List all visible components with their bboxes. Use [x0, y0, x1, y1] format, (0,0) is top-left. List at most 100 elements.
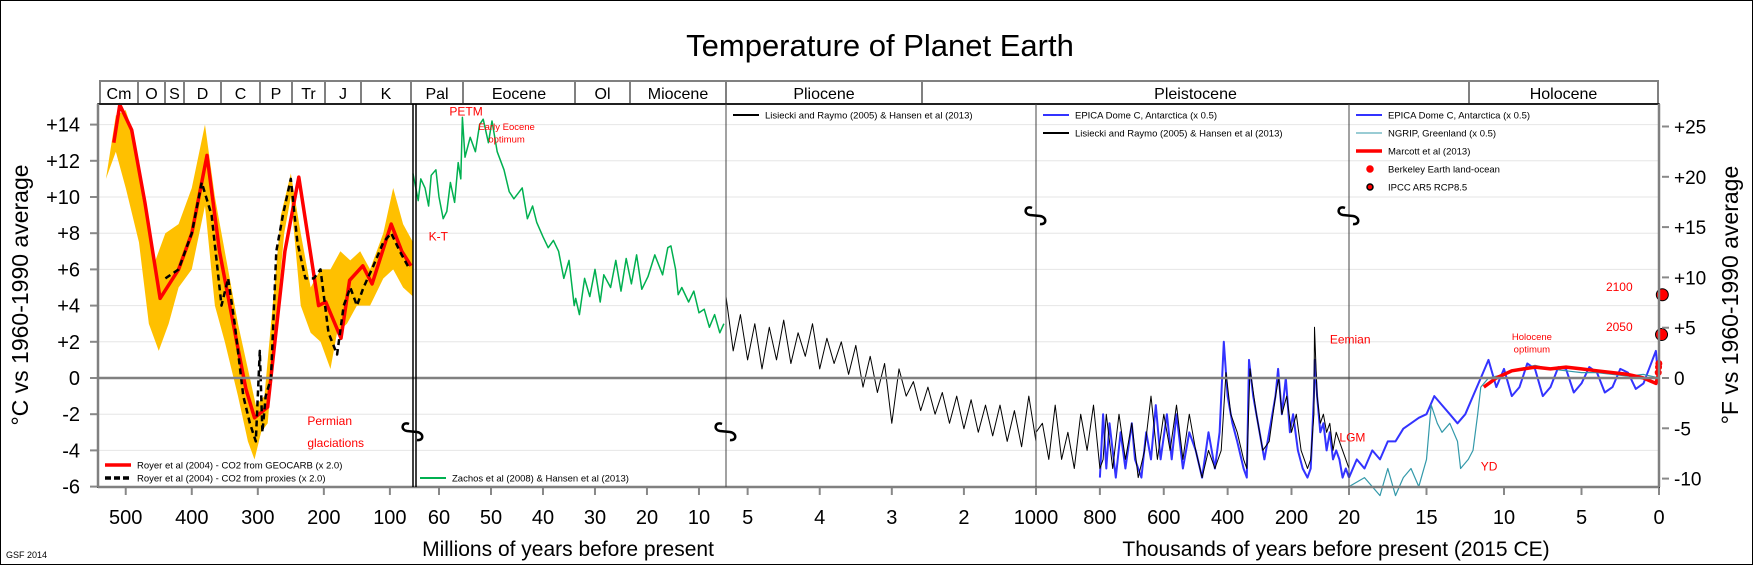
y-tick-label-right: -5 [1674, 419, 1691, 440]
period-label: C [235, 86, 247, 103]
annotation-label: LGM [1339, 430, 1365, 444]
legend-label: IPCC AR5 RCP8.5 [1388, 183, 1467, 194]
y-tick-label-left: -6 [62, 477, 80, 499]
series-line [1098, 340, 1350, 479]
y-tick-label-left: +2 [57, 332, 80, 354]
legend-label: Berkeley Earth land-ocean [1388, 165, 1500, 176]
y-tick-label-right: 0 [1674, 369, 1685, 390]
period-label: K [381, 86, 392, 103]
y-tick-label-left: -4 [62, 440, 80, 462]
y-tick-label-left: +8 [57, 223, 80, 245]
y-tick-label-left: 0 [69, 368, 80, 390]
period-label: Holocene [1530, 86, 1598, 103]
y-tick-label-left: -2 [62, 404, 80, 426]
x-tick-label: 20 [1338, 507, 1360, 529]
x-tick-label: 30 [584, 507, 606, 529]
series-line [112, 102, 413, 420]
period-label: Pal [425, 86, 448, 103]
series-line [1348, 349, 1660, 478]
x-tick-label: 600 [1147, 507, 1180, 529]
legend-label: Lisiecki and Raymo (2005) & Hansen et al… [765, 111, 973, 122]
panel-4 [1035, 326, 1350, 479]
y-tick-label-left: +10 [46, 187, 80, 209]
y-tick-label-right: -10 [1674, 470, 1701, 491]
x-tick-label: 800 [1083, 507, 1116, 529]
annotation-label: PETM [449, 105, 482, 119]
period-label: Cm [107, 86, 132, 103]
period-label: Miocene [648, 86, 709, 103]
period-label: Eocene [492, 86, 546, 103]
x-tick-label: 300 [241, 507, 274, 529]
legend-label: Royer et al (2004) - CO2 from proxies (x… [137, 474, 325, 485]
period-label: Pliocene [793, 86, 854, 103]
legend-item: IPCC AR5 RCP8.5 [1366, 183, 1467, 194]
x-tick-label: 0 [1653, 507, 1664, 529]
y-tick-label-left: +6 [57, 259, 80, 281]
y-tick-label-right: +25 [1674, 118, 1706, 139]
legend-label: Lisiecki and Raymo (2005) & Hansen et al… [1075, 129, 1283, 140]
period-label: O [145, 86, 157, 103]
y-tick-label-right: +5 [1674, 319, 1696, 340]
series-line [412, 116, 725, 334]
panel-1 [105, 102, 413, 460]
chart-title: Temperature of Planet Earth [686, 28, 1074, 63]
y-tick-label-left: +12 [46, 151, 80, 173]
annotation-label: glaciations [307, 436, 364, 450]
x-tick-label: 2 [958, 507, 969, 529]
scale-break-icon [1337, 206, 1360, 226]
x-tick-label: 200 [307, 507, 340, 529]
scale-break-icon [714, 422, 737, 442]
legend-label: EPICA Dome C, Antarctica (x 0.5) [1388, 111, 1530, 122]
x-axis-label-right: Thousands of years before present (2015 … [1122, 538, 1549, 561]
legend-item: NGRIP, Greenland (x 0.5) [1356, 129, 1496, 140]
legend-item: EPICA Dome C, Antarctica (x 0.5) [1356, 111, 1530, 122]
annotation-label: K-T [429, 229, 449, 243]
legend-item: Royer et al (2004) - CO2 from proxies (x… [105, 474, 325, 485]
x-tick-label: 500 [109, 507, 142, 529]
x-tick-label: 10 [1493, 507, 1515, 529]
x-tick-label: 3 [886, 507, 897, 529]
legend-item: Berkeley Earth land-ocean [1366, 165, 1500, 176]
y-tick-label-right: +20 [1674, 168, 1706, 189]
legend-label: Marcott et al (2013) [1388, 147, 1470, 158]
legend-item: Marcott et al (2013) [1356, 147, 1470, 158]
series-line [1035, 326, 1350, 479]
x-tick-label: 60 [428, 507, 450, 529]
x-tick-label: 400 [1211, 507, 1244, 529]
annotation-label: Eemian [1330, 333, 1371, 347]
credit-label: GSF 2014 [6, 550, 47, 560]
period-label: Tr [301, 86, 316, 103]
period-label: Pleistocene [1154, 86, 1237, 103]
annotation-label: Permian [307, 414, 352, 428]
annotation-label: YD [1481, 459, 1498, 473]
legend-item: Zachos et al (2008) & Hansen et al (2013… [420, 474, 629, 485]
x-tick-label: 400 [175, 507, 208, 529]
series-line [725, 296, 1037, 448]
period-label: J [339, 86, 347, 103]
series-line [164, 177, 411, 443]
legend-label: Royer et al (2004) - CO2 from GEOCARB (x… [137, 461, 342, 472]
x-tick-label: 20 [636, 507, 658, 529]
annotation-label: Holocene [1512, 332, 1552, 343]
scale-break-icon [1024, 206, 1047, 226]
x-tick-label: 15 [1415, 507, 1437, 529]
series-line [1348, 364, 1660, 497]
annotation-label: optimum [488, 135, 525, 146]
x-tick-label: 100 [373, 507, 406, 529]
y-tick-label-right: +10 [1674, 268, 1706, 289]
legend-label: NGRIP, Greenland (x 0.5) [1388, 129, 1496, 140]
period-label: Ol [595, 86, 611, 103]
y-axis-label-left: °C vs 1960-1990 average [7, 164, 33, 425]
legend-item: Lisiecki and Raymo (2005) & Hansen et al… [1043, 129, 1283, 140]
annotation-label: 2100 [1606, 280, 1633, 294]
period-label: P [271, 86, 282, 103]
legend-swatch [1366, 183, 1374, 191]
y-tick-label-left: +4 [57, 296, 80, 318]
annotation-label: 2050 [1606, 320, 1633, 334]
legend-item: Royer et al (2004) - CO2 from GEOCARB (x… [105, 461, 342, 472]
legend-label: Zachos et al (2008) & Hansen et al (2013… [452, 474, 629, 485]
legend-swatch [1366, 165, 1374, 173]
x-tick-label: 5 [742, 507, 753, 529]
annotation-label: Early Eocene [478, 122, 535, 133]
